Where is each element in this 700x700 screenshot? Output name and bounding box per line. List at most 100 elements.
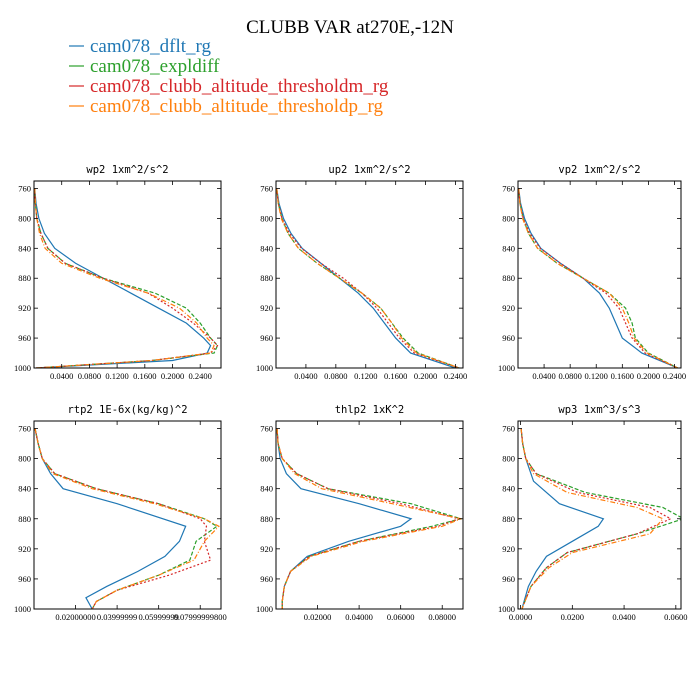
legend-label: cam078_expldiff	[90, 56, 220, 77]
y-tick-label: 840	[260, 243, 273, 253]
plot-frame	[275, 420, 464, 610]
series-group	[276, 188, 460, 368]
y-tick-label: 880	[502, 273, 515, 283]
series-line	[518, 188, 679, 368]
series-line	[518, 188, 678, 368]
series-group	[276, 428, 463, 609]
x-tick-label: 0.0800	[78, 371, 101, 381]
y-tick-label: 800	[18, 213, 31, 223]
y-tick-label: 1000	[14, 363, 31, 373]
plot-frame	[33, 420, 222, 610]
y-tick-label: 760	[18, 424, 31, 434]
x-tick-label: 0.03999999	[97, 612, 137, 622]
series-line	[276, 428, 463, 609]
y-tick-label: 760	[18, 183, 31, 193]
y-tick-label: 760	[260, 424, 273, 434]
y-tick-label: 960	[260, 333, 273, 343]
series-line	[518, 188, 679, 368]
y-tick-label: 880	[18, 273, 31, 283]
series-line	[520, 428, 664, 609]
legend: cam078_dflt_rgcam078_expldiffcam078_club…	[69, 36, 389, 117]
figure-title: CLUBB VAR at270E,-12N	[246, 17, 454, 38]
series-line	[276, 188, 460, 368]
y-tick-label: 1000	[256, 363, 273, 373]
y-tick-label: 840	[18, 484, 31, 494]
x-tick-label: 0.0000	[509, 612, 532, 622]
y-tick-label: 1000	[14, 604, 31, 614]
x-tick-label: 0.04000	[345, 612, 373, 622]
panels: wp2 1xm^2/s^2 760 800 840 880 920 960 1000 0.040…	[14, 164, 688, 622]
x-tick-label: 0.0800	[558, 371, 581, 381]
legend-label: cam078_clubb_altitude_thresholdp_rg	[90, 96, 384, 117]
y-tick-label: 920	[502, 303, 515, 313]
x-tick-label: 0.1600	[611, 371, 634, 381]
y-tick-label: 960	[502, 574, 515, 584]
x-tick-label: 0.02000000	[55, 612, 95, 622]
y-tick-label: 1000	[498, 363, 515, 373]
chart-panel: vp2 1xm^2/s^2 760 800 840 880 920 960 1000 0.040…	[498, 164, 686, 381]
series-line	[276, 188, 460, 368]
chart-panel: thlp2 1xK^2 760 800 840 880 920 960 1000 0.02000…	[256, 404, 464, 622]
y-tick-label: 760	[260, 183, 273, 193]
y-tick-label: 760	[502, 424, 515, 434]
series-group	[34, 188, 219, 368]
chart-panel: up2 1xm^2/s^2 760 800 840 880 920 960 1000 0.040…	[256, 164, 467, 381]
y-tick-label: 880	[260, 514, 273, 524]
x-tick-label: 0.0800	[324, 371, 347, 381]
x-tick-label: 0.1200	[354, 371, 377, 381]
plot-frame	[275, 180, 464, 369]
panel-title: rtp2 1E-6x(kg/kg)^2	[67, 404, 187, 416]
x-tick-label: 0.02000	[304, 612, 332, 622]
legend-label: cam078_clubb_altitude_thresholdm_rg	[90, 76, 389, 97]
y-tick-label: 800	[502, 213, 515, 223]
chart-panel: wp2 1xm^2/s^2 760 800 840 880 920 960 1000 0.040…	[14, 164, 222, 381]
x-tick-label: 0.1200	[585, 371, 608, 381]
x-tick-label: 0.1600	[384, 371, 407, 381]
x-tick-label: 0.2000	[637, 371, 660, 381]
y-tick-label: 760	[502, 183, 515, 193]
plot-frame	[33, 180, 222, 369]
panel-title: up2 1xm^2/s^2	[328, 164, 410, 176]
y-tick-label: 840	[18, 243, 31, 253]
y-tick-label: 920	[260, 303, 273, 313]
x-tick-label: 0.2400	[663, 371, 686, 381]
x-tick-label: 0.0200	[561, 612, 584, 622]
series-group	[518, 188, 679, 368]
panel-title: vp2 1xm^2/s^2	[558, 164, 640, 176]
x-tick-label: 0.0400	[50, 371, 73, 381]
y-tick-label: 880	[18, 514, 31, 524]
chart-panel: wp3 1xm^3/s^3 760 800 840 880 920 960 10000.000…	[498, 404, 688, 622]
x-tick-label: 0.0400	[532, 371, 555, 381]
y-tick-label: 880	[502, 514, 515, 524]
series-group	[520, 428, 681, 609]
x-tick-label: 0.0400	[612, 612, 635, 622]
chart-panel: rtp2 1E-6x(kg/kg)^2 760 800 840 880 920 960 100…	[14, 404, 227, 622]
x-tick-label: 0.06000	[387, 612, 415, 622]
x-tick-label: 0.2400	[444, 371, 467, 381]
series-line	[34, 188, 219, 368]
plot-frame	[517, 420, 682, 610]
y-tick-label: 840	[502, 484, 515, 494]
x-tick-label: 0.2000	[414, 371, 437, 381]
y-tick-label: 960	[18, 574, 31, 584]
y-tick-label: 1000	[256, 604, 273, 614]
x-tick-label: 0.07999999800	[174, 612, 227, 622]
x-tick-label: 0.0400	[294, 371, 317, 381]
y-tick-label: 840	[260, 484, 273, 494]
y-tick-label: 920	[18, 303, 31, 313]
plot-frame	[517, 180, 682, 369]
y-tick-label: 840	[502, 243, 515, 253]
y-tick-label: 960	[260, 574, 273, 584]
x-tick-label: 0.05999999	[138, 612, 178, 622]
y-tick-label: 920	[260, 544, 273, 554]
x-tick-label: 0.0600	[664, 612, 687, 622]
panel-title: wp2 1xm^2/s^2	[86, 164, 168, 176]
y-tick-label: 920	[18, 544, 31, 554]
y-tick-label: 920	[502, 544, 515, 554]
y-tick-label: 800	[260, 454, 273, 464]
legend-label: cam078_dflt_rg	[90, 36, 212, 57]
panel-title: thlp2 1xK^2	[335, 404, 405, 416]
series-line	[276, 188, 460, 368]
